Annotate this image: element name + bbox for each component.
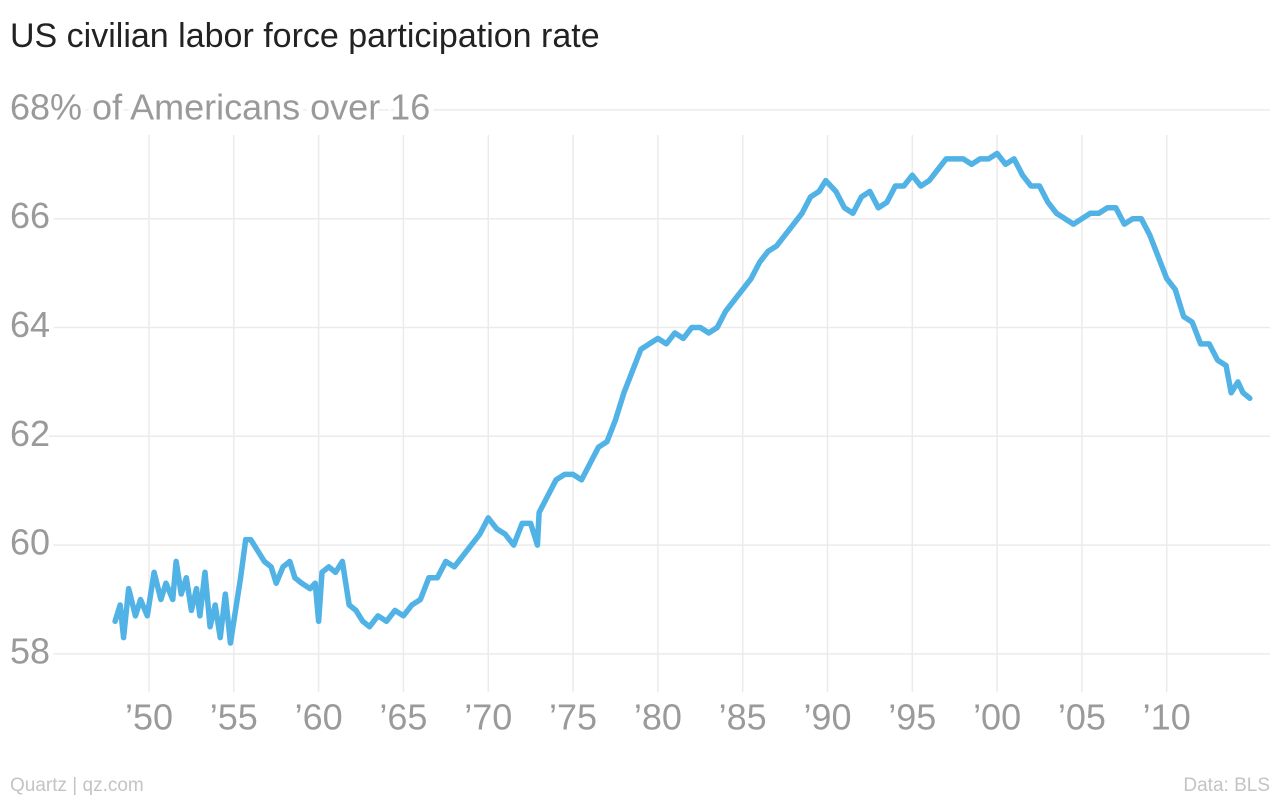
y-tick-label: 60 — [10, 522, 50, 563]
source: Data: BLS — [1183, 775, 1270, 796]
x-tick-label: ’75 — [549, 697, 597, 738]
x-tick-label: ’60 — [295, 697, 343, 738]
x-tick-label: ’05 — [1058, 697, 1106, 738]
y-tick-label: 58 — [10, 630, 50, 671]
y-tick-label: 62 — [10, 413, 50, 454]
y-tick-label: 68% of Americans over 16 — [10, 86, 430, 127]
data-line — [112, 150, 1253, 646]
x-tick-label: ’80 — [634, 697, 682, 738]
y-tick-label: 64 — [10, 304, 50, 345]
x-tick-label: ’95 — [888, 697, 936, 738]
x-tick-label: ’50 — [125, 697, 173, 738]
y-tick-label: 66 — [10, 195, 50, 236]
x-tick-label: ’00 — [973, 697, 1021, 738]
credit: Quartz | qz.com — [10, 775, 144, 796]
x-tick-label: ’90 — [803, 697, 851, 738]
x-tick-label: ’55 — [210, 697, 258, 738]
x-tick-label: ’10 — [1143, 697, 1191, 738]
chart-title: US civilian labor force participation ra… — [10, 17, 600, 55]
x-tick-label: ’65 — [379, 697, 427, 738]
x-tick-label: ’85 — [719, 697, 767, 738]
x-tick-label: ’70 — [464, 697, 512, 738]
